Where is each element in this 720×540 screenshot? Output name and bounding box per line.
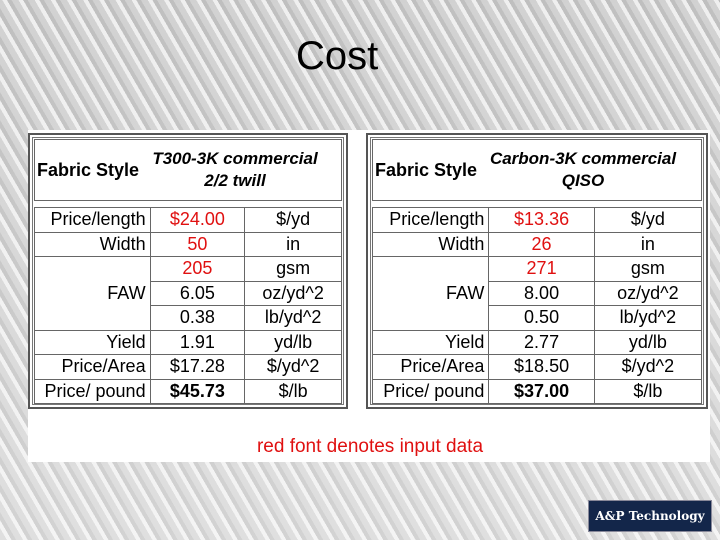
unit-cell: in: [593, 231, 703, 257]
table-body: Price/length $24.00 $/yd Width 50 in FAW 205 gsm…: [34, 207, 342, 404]
table-row: FAW 271 gsm: [371, 256, 703, 331]
value-cell: $13.36: [488, 207, 595, 233]
row-label: Yield: [34, 329, 151, 355]
table-row: Yield 2.77 yd/lb: [371, 329, 703, 355]
row-label: FAW: [34, 256, 151, 331]
value-cell: $45.73: [149, 378, 246, 404]
table-row: Width 26 in: [371, 231, 703, 257]
value-cell: 50: [149, 231, 246, 257]
value-cell: 2.77: [488, 329, 595, 355]
value-cell: 1.91: [149, 329, 246, 355]
row-label: Price/length: [34, 207, 151, 233]
value-cell: 26: [488, 231, 595, 257]
unit-cell: $/yd: [244, 207, 342, 233]
table-header: Fabric Style T300-3K commercial 2/2 twill: [34, 139, 342, 201]
row-label: Price/ pound: [34, 378, 151, 404]
unit-cell: lb/yd^2: [244, 305, 342, 331]
header-label: Fabric Style: [37, 160, 140, 180]
value-cell: $37.00: [488, 378, 595, 404]
unit-cell: $/yd^2: [244, 354, 342, 380]
row-label: Yield: [371, 329, 490, 355]
row-label: Price/Area: [34, 354, 151, 380]
table-row: Price/length $13.36 $/yd: [371, 207, 703, 233]
cost-table: Fabric Style T300-3K commercial 2/2 twill P…: [28, 133, 348, 409]
table-body: Price/length $13.36 $/yd Width 26 in FAW 271 gsm…: [371, 207, 703, 404]
unit-cell: yd/lb: [593, 329, 703, 355]
row-label: Price/length: [371, 207, 490, 233]
table-row: Price/ pound $45.73 $/lb: [34, 378, 342, 404]
row-label: Price/ pound: [371, 378, 490, 404]
value-cell: $18.50: [488, 354, 595, 380]
header-title: T300-3K commercial 2/2 twill: [133, 148, 337, 192]
unit-cell: gsm: [244, 256, 342, 282]
table-row: Price/Area $17.28 $/yd^2: [34, 354, 342, 380]
header-title-line: 2/2 twill: [204, 171, 266, 190]
value-cell: 271: [488, 256, 595, 282]
unit-cell: oz/yd^2: [593, 280, 703, 306]
value-cell: 8.00: [488, 280, 595, 306]
value-cell: 0.38: [149, 305, 246, 331]
table-row: Yield 1.91 yd/lb: [34, 329, 342, 355]
table-row: 0.38 lb/yd^2: [35, 305, 342, 331]
cost-table: Fabric Style Carbon-3K commercial QISO Pric…: [366, 133, 708, 409]
value-cell: 0.50: [488, 305, 595, 331]
header-title: Carbon-3K commercial QISO: [469, 148, 697, 192]
unit-cell: $/lb: [593, 378, 703, 404]
unit-cell: $/yd: [593, 207, 703, 233]
unit-cell: in: [244, 231, 342, 257]
table-row: 6.05 oz/yd^2: [35, 280, 342, 306]
header-title-line: Carbon-3K commercial: [489, 149, 677, 168]
row-label: Price/Area: [371, 354, 490, 380]
header-label: Fabric Style: [375, 160, 478, 180]
row-label: Width: [371, 231, 490, 257]
table-row: Price/ pound $37.00 $/lb: [371, 378, 703, 404]
unit-cell: $/lb: [244, 378, 342, 404]
header-title-line: QISO: [561, 171, 605, 190]
row-label: Width: [34, 231, 151, 257]
value-cell: $24.00: [149, 207, 246, 233]
value-cell: $17.28: [149, 354, 246, 380]
value-cell: 6.05: [149, 280, 246, 306]
unit-cell: $/yd^2: [593, 354, 703, 380]
table-row: 8.00 oz/yd^2: [373, 280, 703, 306]
table-row: Price/length $24.00 $/yd: [34, 207, 342, 233]
header-title-line: T300-3K commercial: [152, 149, 318, 168]
logo: A&P Technology: [588, 500, 712, 532]
unit-cell: oz/yd^2: [244, 280, 342, 306]
table-row: 0.50 lb/yd^2: [373, 305, 703, 331]
note: red font denotes input data: [256, 436, 484, 457]
unit-cell: lb/yd^2: [593, 305, 703, 331]
value-cell: 205: [149, 256, 246, 282]
row-label: FAW: [371, 256, 490, 331]
table-row: Width 50 in: [34, 231, 342, 257]
unit-cell: yd/lb: [244, 329, 342, 355]
slide-title: Cost: [296, 34, 379, 78]
table-row: Price/Area $18.50 $/yd^2: [371, 354, 703, 380]
table-header: Fabric Style Carbon-3K commercial QISO: [372, 139, 702, 201]
table-row: FAW 205 gsm: [34, 256, 342, 331]
unit-cell: gsm: [593, 256, 703, 282]
